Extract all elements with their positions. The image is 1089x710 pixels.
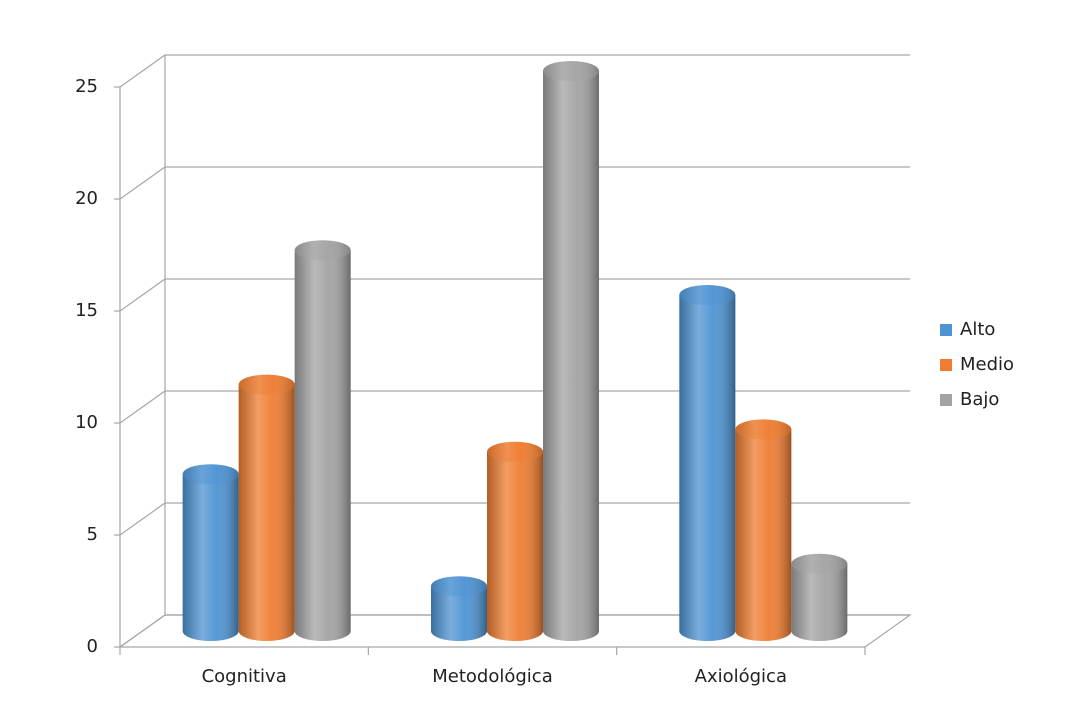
legend-label: Alto	[960, 319, 995, 340]
x-tick-label: Cognitiva	[202, 666, 287, 687]
cylinder-top-shade	[679, 285, 736, 305]
cylinder-top-shade	[431, 576, 487, 597]
cylinder-shade	[791, 563, 848, 642]
x-tick-label: Metodológica	[432, 666, 552, 687]
cylinder-shade	[294, 250, 351, 642]
cylinder-top-shade	[487, 441, 543, 462]
y-tick-label: 15	[75, 300, 98, 321]
grid-line	[119, 166, 910, 200]
legend-swatch	[940, 394, 952, 406]
legend-label: Bajo	[960, 389, 999, 410]
cylinder-shade	[487, 451, 543, 641]
cylinder-shade	[238, 384, 295, 641]
cylinder-top-shade	[182, 464, 239, 485]
legend-swatch	[940, 324, 952, 336]
cylinder-top-shade	[543, 61, 599, 81]
y-tick-label: 0	[87, 636, 98, 657]
grid-line	[119, 502, 910, 536]
grid-line	[119, 278, 910, 312]
cylinder-shade	[431, 586, 487, 641]
grid-line	[119, 614, 910, 648]
cylinder-top-shade	[238, 374, 295, 395]
grid-line	[119, 54, 910, 88]
cylinder-shade	[735, 429, 792, 642]
cylinder-shade	[543, 71, 599, 641]
y-tick-label: 5	[87, 524, 98, 545]
legend-swatch	[940, 359, 952, 371]
cylinder-shade	[679, 295, 736, 642]
legend-label: Medio	[960, 354, 1014, 375]
y-tick-label: 25	[75, 76, 98, 97]
cylinder-top-shade	[735, 419, 792, 440]
cylinder-shade	[182, 474, 239, 642]
grid-line	[119, 390, 910, 424]
cylinder-top-shade	[294, 240, 351, 261]
y-tick-label: 10	[75, 412, 98, 433]
y-tick-label: 20	[75, 188, 98, 209]
x-tick-label: Axiológica	[695, 666, 787, 687]
cylinder-top-shade	[791, 553, 848, 574]
